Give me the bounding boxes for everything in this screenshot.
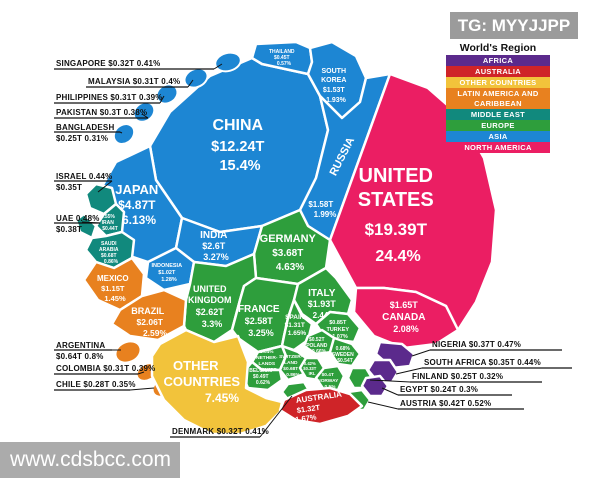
cell-spain-label: SPAIN $1.31T 1.65% (285, 306, 310, 337)
cell-malaysia (183, 67, 209, 89)
cell-united-kingdom-label: UNITED KINGDOM $2.62T 3.3% (188, 279, 236, 329)
label-argentina: ARGENTINA $0.64T 0.8% (54, 341, 121, 361)
svg-text:CHILE $0.28T 0.35%: CHILE $0.28T 0.35% (56, 380, 136, 389)
legend-item-latin-america: LATIN AMERICA AND CARIBBEAN (446, 88, 550, 109)
cell-other-countries-label: OTHER COUNTRIES 7.45% (163, 357, 244, 405)
cell-france-label: FRANCE $2.58T 3.25% (238, 299, 284, 338)
legend-item-other-countries: OTHER COUNTRIES (446, 77, 550, 88)
svg-text:UAE 0.48%: UAE 0.48% (56, 214, 100, 223)
svg-text:AUSTRIA $0.42T 0.52%: AUSTRIA $0.42T 0.52% (400, 399, 491, 408)
cell-germany-label: GERMANY $3.68T 4.63% (260, 229, 321, 273)
region-legend: AFRICA AUSTRALIA OTHER COUNTRIES LATIN A… (446, 55, 550, 153)
cell-pakistan (132, 101, 156, 123)
svg-text:SINGAPORE $0.32T 0.41%: SINGAPORE $0.32T 0.41% (56, 59, 160, 68)
label-israel: ISRAEL 0.44% $0.35T (54, 172, 113, 193)
legend-item-europe: EUROPE (446, 120, 550, 131)
cell-saudi-arabia-label: SAUDI ARABIA $0.68T 0.86% (99, 232, 123, 265)
label-singapore: SINGAPORE $0.32T 0.41% (54, 59, 223, 70)
cell-turkey-label: $0.85T TURKEY 1.07% (326, 311, 353, 340)
svg-text:SOUTH AFRICA $0.35T 0.44%: SOUTH AFRICA $0.35T 0.44% (424, 358, 541, 367)
cell-canada-label: $1.65T CANADA 2.08% (382, 295, 430, 334)
cell-switzerland: SWITZER- LAND $0.68T 0.86% (278, 344, 308, 382)
cell-china-label: CHINA $12.24T 15.4% (211, 117, 269, 174)
label-denmark: DENMARK $0.32T 0.41% (170, 395, 293, 438)
cell-brazil: BRAZIL $2.06T 2.59% (110, 288, 188, 342)
cell-australia: AUSTRALIA $1.32T 1.67% (278, 386, 364, 426)
legend-item-australia: AUSTRALIA (446, 66, 550, 77)
label-egypt: EGYPT $0.24T 0.3% (381, 385, 512, 396)
cell-mexico: MEXICO $1.15T 1.45% (82, 256, 146, 312)
label-chile: CHILE $0.28T 0.35% (54, 380, 155, 391)
legend-title: World's Region (459, 42, 537, 54)
svg-text:FINLAND $0.25T 0.32%: FINLAND $0.25T 0.32% (412, 372, 503, 381)
svg-text:DENMARK $0.32T 0.41%: DENMARK $0.32T 0.41% (172, 427, 269, 436)
label-south-africa: SOUTH AFRICA $0.35T 0.44% (395, 358, 572, 375)
cell-bangladesh (112, 123, 136, 145)
cell-iran-label: 0.55% IRAN $0.44T (101, 205, 120, 232)
svg-text:PAKISTAN $0.3T 0.38%: PAKISTAN $0.3T 0.38% (56, 108, 147, 117)
cell-south-korea: SOUTH KOREA $1.53T 1.93% (306, 40, 368, 120)
cell-saudi-arabia: SAUDI ARABIA $0.68T 0.86% (84, 230, 136, 270)
cell-switzerland-label: SWITZER- LAND $0.68T 0.86% (279, 345, 307, 378)
cell-uae (74, 212, 98, 240)
watermark-bottom-left: www.cdsbcc.com (0, 442, 180, 478)
svg-text:$0.35T: $0.35T (56, 183, 82, 192)
legend-item-africa: AFRICA (446, 55, 550, 66)
cell-south-korea-label: SOUTH KOREA $1.53T 1.93% (321, 60, 351, 104)
label-nigeria: NIGERIA $0.37T 0.47% (411, 340, 562, 357)
label-colombia: COLOMBIA $0.31T 0.39% (54, 364, 156, 375)
cell-indonesia-label: INDONESIA $1.02T 1.28% (151, 254, 186, 283)
cell-sweden: 0.68% SWEDEN $0.54T (328, 336, 362, 368)
label-bangladesh: BANGLADESH $0.25T 0.31% (54, 123, 123, 143)
svg-text:ARGENTINA: ARGENTINA (56, 341, 105, 350)
cell-indonesia: INDONESIA $1.02T 1.28% (144, 246, 196, 292)
label-finland: FINLAND $0.25T 0.32% (369, 372, 542, 383)
cell-india-label: INDIA $2.6T 3.27% (200, 225, 232, 262)
label-philippines: PHILIPPINES $0.31T 0.39% (54, 93, 165, 104)
cell-poland: $0.52T POLAND 0.66% (302, 328, 336, 356)
cell-belgium-label: BELGIUM $0.49T 0.62% (249, 359, 277, 386)
svg-text:$0.25T 0.31%: $0.25T 0.31% (56, 134, 108, 143)
label-austria: AUSTRIA $0.42T 0.52% (367, 399, 524, 410)
legend-item-middle-east: MIDDLE EAST (446, 109, 550, 120)
svg-text:$0.64T 0.8%: $0.64T 0.8% (56, 352, 104, 361)
svg-text:EGYPT $0.24T 0.3%: EGYPT $0.24T 0.3% (400, 385, 478, 394)
svg-text:NIGERIA $0.37T 0.47%: NIGERIA $0.37T 0.47% (432, 340, 521, 349)
cell-united-states-label: UNITED STATES $19.39T 24.4% (358, 165, 438, 265)
cell-mexico-label: MEXICO $1.15T 1.45% (97, 268, 133, 303)
cell-poland-label: $0.52T POLAND 0.66% (306, 328, 332, 355)
cell-singapore (214, 51, 242, 73)
watermark-top-right: TG: MYYJJPP (450, 12, 578, 39)
svg-text:BANGLADESH: BANGLADESH (56, 123, 114, 132)
svg-text:MALAYSIA $0.31T 0.4%: MALAYSIA $0.31T 0.4% (88, 77, 180, 86)
svg-text:$0.38T: $0.38T (56, 225, 82, 234)
cell-ireland-label: 0.42% $0.33T IRL (303, 352, 321, 376)
cell-philippines (155, 83, 179, 105)
svg-text:ISRAEL 0.44%: ISRAEL 0.44% (56, 172, 113, 181)
cell-other-countries: OTHER COUNTRIES 7.45% (150, 328, 284, 436)
legend-item-asia: ASIA (446, 131, 550, 142)
label-uae: UAE 0.48% $0.38T (54, 214, 101, 234)
cell-canada: $1.65T CANADA 2.08% (352, 286, 460, 350)
legend-item-north-america: NORTH AMERICA (446, 142, 550, 153)
label-malaysia: MALAYSIA $0.31T 0.4% (86, 77, 194, 88)
cell-brazil-label: BRAZIL $2.06T 2.59% (131, 301, 168, 338)
svg-text:PHILIPPINES $0.31T 0.39%: PHILIPPINES $0.31T 0.39% (56, 93, 163, 102)
cell-russia-values: $1.58T 1.99% (308, 194, 337, 219)
cell-argentina (114, 340, 142, 364)
cell-sweden-label: 0.68% SWEDEN $0.54T (332, 337, 358, 364)
svg-text:COLOMBIA $0.31T 0.39%: COLOMBIA $0.31T 0.39% (56, 364, 156, 373)
cell-thailand-label: THAILAND $0.45T 0.57% (269, 40, 299, 67)
cell-japan-label: JAPAN $4.87T 6.13% (115, 181, 163, 227)
label-pakistan: PAKISTAN $0.3T 0.38% (54, 108, 149, 119)
